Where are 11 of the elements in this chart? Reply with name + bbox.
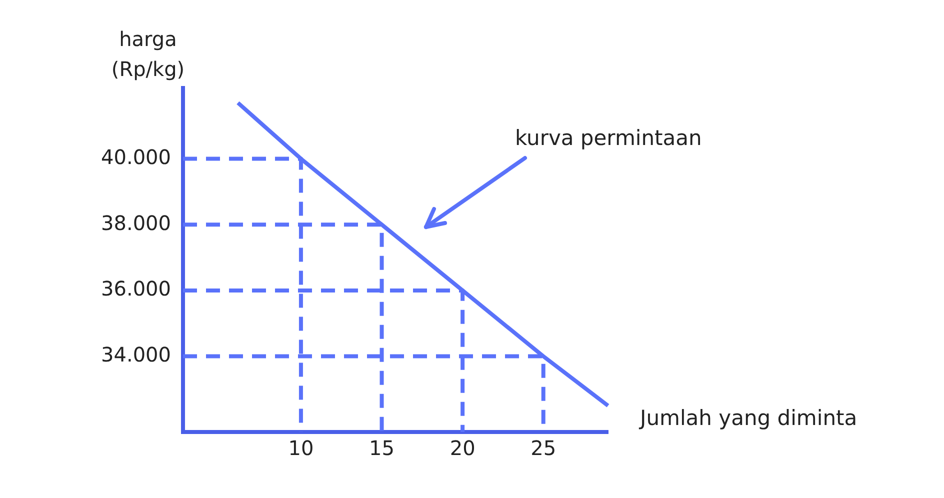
x-tick-label: 25 (530, 436, 556, 460)
x-tick-label: 20 (450, 436, 476, 460)
y-tick-label: 36.000 (101, 276, 171, 301)
y-tick-label: 38.000 (101, 210, 171, 235)
annotation: kurva permintaan (515, 126, 702, 150)
x-tick-label: 15 (369, 436, 394, 460)
y-axis-title: harga (Rp/kg) (110, 26, 186, 83)
x-axis-title: Jumlah yang diminta (640, 406, 858, 430)
y-tick-label: 34.000 (101, 342, 171, 366)
y-tick-label: 40.000 (101, 144, 171, 169)
x-tick-label: 10 (288, 436, 314, 460)
